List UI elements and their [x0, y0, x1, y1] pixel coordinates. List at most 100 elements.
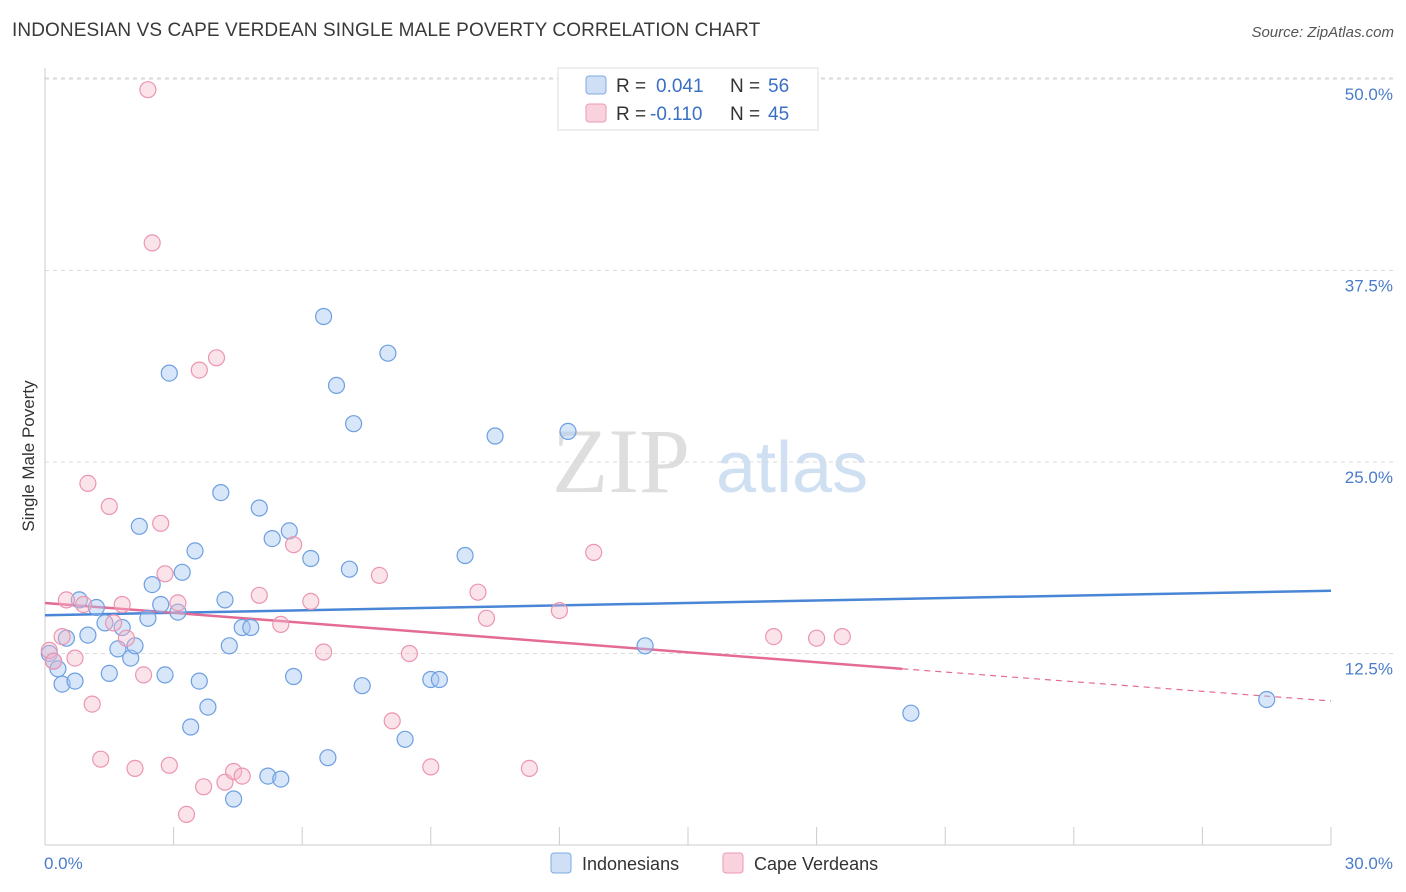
indonesian-point-47	[396, 730, 414, 748]
cape-verdean-point-21	[177, 805, 196, 824]
cape-verdean-point-2	[53, 627, 71, 646]
cape-verdean-point-42	[765, 627, 783, 646]
indonesian-point-10	[100, 664, 118, 683]
legend-n-label-cape-verdeans: N =	[730, 104, 760, 125]
source-label: Source: ZipAtlas.com	[1251, 24, 1394, 41]
legend-n-value-indonesians: 56	[768, 76, 789, 97]
cape-verdean-point-9	[100, 497, 118, 515]
legend-r-value-cape-verdeans: -0.110	[650, 104, 702, 125]
cape-verdean-point-24	[207, 349, 226, 367]
legend-n-label-indonesians: N =	[730, 76, 760, 97]
cape-verdean-point-5	[74, 595, 93, 614]
cape-verdean-point-31	[302, 592, 320, 611]
cape-verdean-point-32	[315, 643, 333, 661]
indonesian-point-35	[263, 529, 281, 548]
cape-verdean-point-28	[250, 586, 268, 604]
indonesian-point-26	[199, 698, 217, 716]
indonesian-point-48	[422, 670, 440, 689]
cape-verdean-point-12	[117, 629, 136, 647]
bottom-legend-label-cape-verdeans: Cape Verdeans	[754, 854, 878, 874]
indonesian-point-46	[379, 344, 397, 362]
indonesian-point-28	[216, 591, 234, 609]
indonesian-point-29	[220, 637, 238, 655]
indonesian-point-40	[315, 307, 333, 326]
indonesian-point-31	[233, 618, 251, 637]
indonesian-point-30	[225, 790, 243, 808]
chart-title: INDONESIAN VS CAPE VERDEAN SINGLE MALE P…	[12, 20, 761, 41]
indonesian-point-33	[250, 499, 268, 517]
y-tick-label-2: 37.5%	[1345, 277, 1393, 296]
y-tick-label-0: 12.5%	[1345, 660, 1393, 679]
cape-verdean-point-34	[383, 712, 401, 730]
cape-verdean-point-44	[833, 627, 851, 646]
indonesian-point-49	[430, 670, 448, 689]
trend-lines	[44, 589, 1332, 702]
cape-verdean-point-36	[422, 758, 440, 776]
indonesian-point-5	[66, 672, 84, 690]
indonesian-point-32	[242, 618, 260, 637]
indonesian-point-55	[1258, 690, 1276, 709]
data-points	[40, 81, 1276, 824]
indonesian-point-36	[272, 770, 290, 788]
y-tick-labels: 12.5% 25.0% 37.5% 50.0%	[1345, 85, 1393, 679]
cape-verdean-point-35	[400, 644, 418, 663]
cape-verdean-point-39	[520, 759, 539, 778]
cape-verdean-point-38	[477, 609, 496, 627]
indonesian-point-7	[79, 626, 97, 644]
cape-verdean-point-17	[152, 514, 170, 532]
indonesian-point-16	[139, 609, 157, 627]
y-axis-label: Single Male Poverty	[19, 380, 38, 532]
cape-verdean-point-14	[135, 666, 153, 684]
cape-verdean-point-30	[285, 536, 303, 554]
watermark-atlas: atlas	[716, 428, 868, 508]
bottom-legend-label-indonesians: Indonesians	[582, 854, 679, 874]
legend-n-value-cape-verdeans: 45	[768, 104, 789, 125]
indonesian-point-19	[156, 666, 174, 684]
indonesian-point-15	[130, 517, 148, 535]
cape-verdean-point-20	[169, 594, 187, 612]
legend-r-value-indonesians: 0.041	[656, 76, 704, 97]
cape-verdean-point-43	[807, 629, 826, 647]
indonesian-point-52	[559, 422, 577, 440]
cape-verdean-point-29	[272, 615, 290, 634]
indonesian-point-8	[87, 598, 106, 617]
cape-verdean-point-37	[469, 583, 487, 601]
cape-verdean-point-33	[370, 566, 388, 585]
indonesian-point-21	[169, 603, 187, 621]
indonesian-point-39	[302, 549, 320, 568]
cape-verdean-point-6	[79, 474, 97, 492]
indonesian-point-41	[319, 749, 337, 767]
cape-verdean-point-27	[233, 767, 251, 785]
gridlines	[45, 77, 1395, 654]
indonesian-point-38	[285, 667, 303, 686]
indonesian-point-53	[636, 637, 654, 655]
cape-verdean-point-13	[126, 759, 144, 778]
cape-verdean-point-26	[225, 762, 243, 781]
bottom-legend-swatch-cape-verdeans	[722, 852, 744, 874]
cape-verdean-point-15	[139, 81, 157, 99]
indonesian-point-12	[113, 618, 131, 637]
y-tick-label-3: 50.0%	[1345, 85, 1393, 104]
cape-verdean-point-7	[83, 695, 101, 713]
trend-line-indonesians	[44, 589, 1332, 617]
x-tick-label-0: 0.0%	[44, 854, 83, 873]
indonesian-point-25	[190, 672, 208, 690]
indonesian-point-44	[345, 415, 363, 433]
indonesian-point-24	[186, 542, 204, 560]
trend-line-cape-verdeans	[44, 601, 903, 671]
cape-verdean-point-23	[195, 778, 213, 796]
indonesian-point-23	[182, 718, 200, 736]
indonesian-point-43	[340, 560, 358, 578]
x-tick-label-1: 30.0%	[1345, 854, 1393, 873]
indonesian-point-18	[152, 595, 170, 614]
cape-verdean-point-10	[104, 614, 123, 632]
indonesian-point-27	[212, 484, 230, 502]
indonesian-point-3	[53, 675, 71, 693]
cape-verdean-point-8	[92, 750, 110, 768]
cape-verdean-point-41	[585, 543, 603, 562]
legend-r-label-cape-verdeans: R =	[616, 104, 646, 125]
cape-verdean-point-3	[57, 591, 76, 609]
cape-verdean-point-18	[156, 565, 174, 583]
cape-verdean-point-40	[550, 601, 569, 620]
